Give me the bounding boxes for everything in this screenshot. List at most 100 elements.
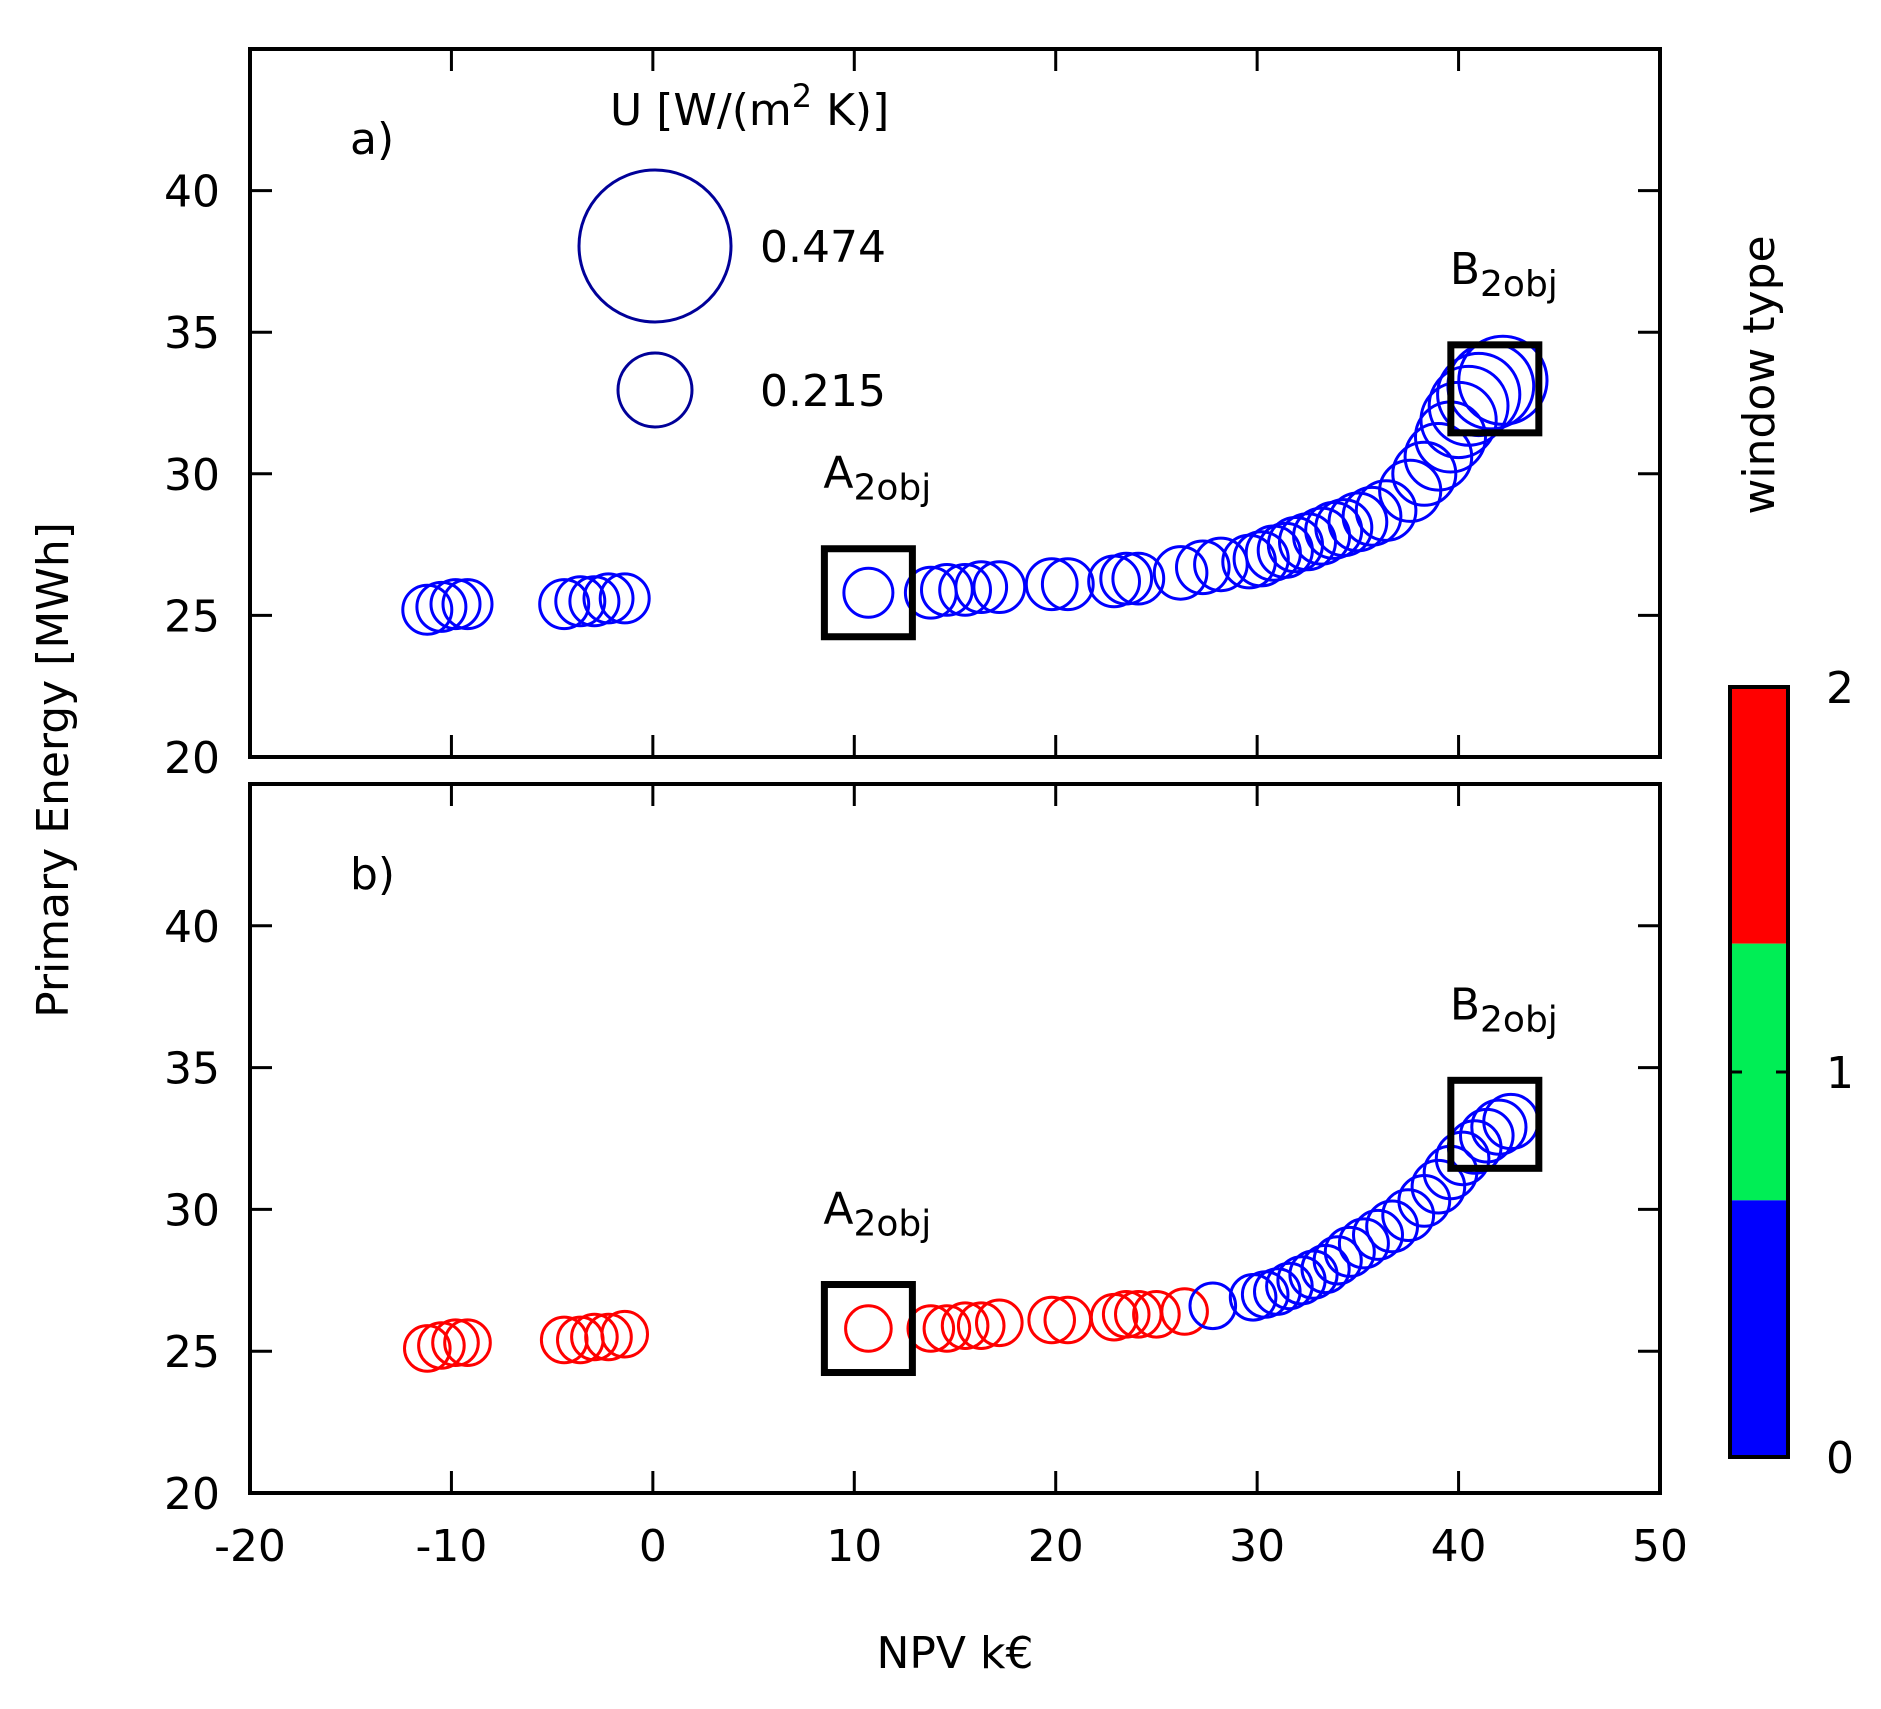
- annotation-label-sub: 2obj: [1480, 264, 1558, 305]
- data-point: [1365, 1199, 1419, 1254]
- colorbar-tick-label: 1: [1826, 1048, 1854, 1099]
- data-point: [1427, 364, 1510, 447]
- data-point: [1253, 1267, 1302, 1316]
- annotation-label: B2obj: [1450, 979, 1558, 1040]
- data-point: [972, 560, 1027, 614]
- data-point: [1457, 334, 1549, 426]
- y-tick-label: 25: [164, 591, 220, 642]
- data-point: [1327, 491, 1389, 553]
- data-point: [1381, 1188, 1436, 1242]
- data-point: [1323, 1225, 1376, 1278]
- data-point: [1337, 1217, 1390, 1270]
- data-point: [1434, 1130, 1491, 1187]
- data-point: [1027, 1295, 1076, 1345]
- data-point: [920, 563, 974, 617]
- data-point: [954, 560, 1009, 614]
- data-point: [1288, 1249, 1339, 1300]
- x-tick-label: 0: [639, 1521, 667, 1572]
- data-point: [844, 1304, 893, 1353]
- annotation-marker-box: [820, 1281, 916, 1377]
- x-tick-label: -10: [415, 1521, 487, 1572]
- data-point: [975, 1298, 1024, 1348]
- data-point: [1024, 557, 1079, 612]
- size-legend-title-suffix: K)]: [812, 85, 889, 136]
- size-legend-circle: [577, 168, 733, 324]
- data-point: [1265, 1261, 1314, 1311]
- annotation-label: A2obj: [823, 1184, 931, 1245]
- x-tick-label: 50: [1632, 1521, 1688, 1572]
- colorbar-band: [1730, 687, 1788, 944]
- size-legend-title-sup: 2: [792, 77, 812, 115]
- plot-frame: [248, 782, 1662, 1495]
- data-point: [1341, 485, 1403, 547]
- y-tick-label: 25: [164, 1327, 220, 1378]
- panel-label: a): [350, 114, 394, 165]
- data-point: [538, 578, 591, 631]
- data-point: [1175, 539, 1231, 596]
- annotation-label-sub: 2obj: [853, 468, 931, 509]
- size-legend-label: 0.474: [760, 222, 886, 273]
- data-point: [1312, 1235, 1363, 1286]
- y-tick-label: 40: [164, 167, 220, 218]
- plot-frame: [248, 47, 1662, 759]
- data-point: [906, 1304, 956, 1353]
- size-legend-label: 0.215: [760, 366, 886, 417]
- x-tick-label: 30: [1229, 1521, 1285, 1572]
- data-point: [1391, 440, 1458, 507]
- data-point: [554, 575, 607, 628]
- annotation-label-sub: 2obj: [853, 1204, 931, 1245]
- data-point: [1152, 545, 1209, 601]
- y-axis-label: Primary Energy [MWh]: [28, 522, 79, 1018]
- data-point: [1101, 1290, 1151, 1339]
- y-tick-label: 30: [164, 450, 220, 501]
- data-point: [1160, 1287, 1209, 1336]
- x-tick-label: 20: [1028, 1521, 1084, 1572]
- y-tick-label: 35: [164, 1044, 220, 1095]
- data-point: [403, 1324, 452, 1373]
- y-tick-label: 20: [164, 1469, 220, 1520]
- colorbar-tick-label: 0: [1826, 1433, 1854, 1484]
- data-point: [1188, 1281, 1238, 1331]
- data-point: [570, 1312, 619, 1362]
- annotation-label-sub: 2obj: [1480, 999, 1558, 1040]
- data-point: [1193, 536, 1249, 593]
- data-point: [1314, 498, 1374, 558]
- data-point: [1397, 1174, 1452, 1228]
- annotation-label-base: B: [1450, 244, 1480, 295]
- data-point: [443, 1318, 492, 1367]
- y-tick-label: 35: [164, 308, 220, 359]
- data-point: [1099, 551, 1154, 606]
- data-point: [938, 563, 992, 617]
- data-point: [1354, 479, 1418, 542]
- data-point: [431, 1318, 480, 1367]
- size-legend-title-prefix: U [W/(m: [610, 85, 792, 136]
- annotation-label-base: A: [823, 1184, 853, 1235]
- annotation-marker-box: [1447, 1076, 1543, 1172]
- data-point: [600, 1309, 650, 1359]
- size-legend-title: U [W/(m2 K)]: [610, 77, 889, 136]
- data-point: [956, 1301, 1006, 1350]
- annotation-label: B2obj: [1450, 244, 1558, 305]
- colorbar-tick-label: 2: [1826, 663, 1854, 714]
- data-point: [922, 1304, 972, 1353]
- data-point: [584, 1312, 633, 1362]
- data-point: [842, 566, 895, 619]
- data-point: [417, 1321, 466, 1370]
- panel-b-points: [403, 1092, 1540, 1373]
- annotation-marker-box: [820, 545, 916, 641]
- data-point: [1111, 551, 1166, 606]
- x-tick-label: 10: [826, 1521, 882, 1572]
- annotation-label-base: B: [1450, 979, 1480, 1030]
- y-tick-label: 30: [164, 1185, 220, 1236]
- data-point: [1470, 1098, 1528, 1156]
- size-legend-circle: [616, 351, 694, 429]
- panel-a-points: [401, 334, 1549, 636]
- data-point: [429, 578, 482, 631]
- data-point: [441, 578, 494, 631]
- data-point: [582, 572, 635, 625]
- annotation-marker-box: [1447, 341, 1543, 437]
- data-point: [1040, 557, 1095, 612]
